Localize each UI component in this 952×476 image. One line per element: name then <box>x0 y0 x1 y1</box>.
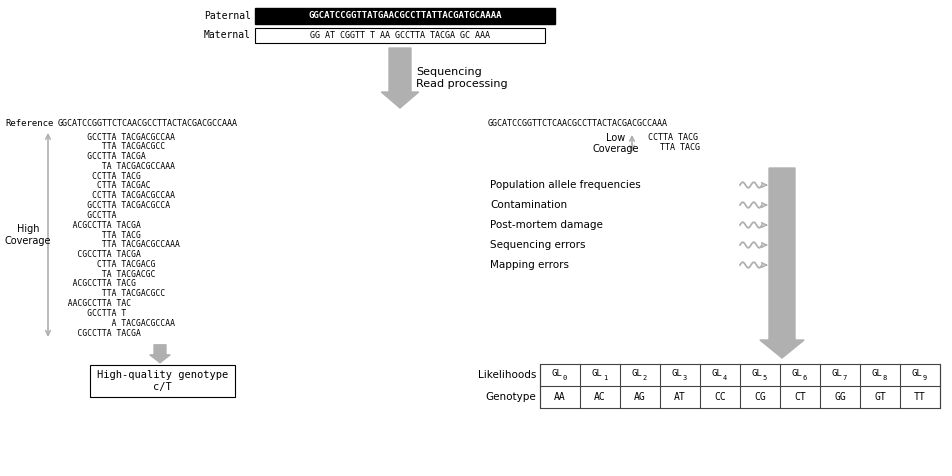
Text: High
Coverage: High Coverage <box>5 224 51 246</box>
Text: CGCCTTA TACGA: CGCCTTA TACGA <box>58 328 141 337</box>
Text: GL: GL <box>792 369 803 378</box>
Text: GCCTTA TACGACGCCAA: GCCTTA TACGACGCCAA <box>58 132 175 141</box>
Bar <box>540 364 940 408</box>
Bar <box>255 28 545 43</box>
Text: AA: AA <box>554 392 565 402</box>
Text: CCTTA TACG: CCTTA TACG <box>58 172 141 181</box>
Text: TTA TACGACGCC: TTA TACGACGCC <box>58 289 166 298</box>
Text: Reference: Reference <box>5 119 53 128</box>
Text: Maternal: Maternal <box>204 30 251 40</box>
Text: 1: 1 <box>603 375 607 381</box>
Text: CC: CC <box>714 392 725 402</box>
Text: GGCATCCGGTTCTCAACGCCTTACTACGACGCCAAA: GGCATCCGGTTCTCAACGCCTTACTACGACGCCAAA <box>58 119 238 128</box>
Text: GL: GL <box>752 369 763 378</box>
Text: 3: 3 <box>683 375 687 381</box>
Text: CT: CT <box>794 392 806 402</box>
Text: A TACGACGCCAA: A TACGACGCCAA <box>58 319 175 327</box>
Text: High-quality genotype
c/T: High-quality genotype c/T <box>97 370 228 392</box>
Text: 0: 0 <box>563 375 567 381</box>
Text: Sequencing
Read processing: Sequencing Read processing <box>416 67 507 89</box>
Text: TTA TACG: TTA TACG <box>660 143 700 152</box>
Text: Population allele frequencies: Population allele frequencies <box>490 180 641 190</box>
Text: GG: GG <box>834 392 846 402</box>
Text: GCCTTA TACGACGCCA: GCCTTA TACGACGCCA <box>58 201 170 210</box>
Text: CGCCTTA TACGA: CGCCTTA TACGA <box>58 250 141 259</box>
Text: CTTA TACGACG: CTTA TACGACG <box>58 260 155 269</box>
Text: AG: AG <box>634 392 645 402</box>
Text: 2: 2 <box>643 375 647 381</box>
Text: AC: AC <box>594 392 605 402</box>
Text: ACGCCTTA TACG: ACGCCTTA TACG <box>58 279 136 288</box>
Text: CTTA TACGAC: CTTA TACGAC <box>58 181 150 190</box>
Text: TA TACGACGCCAAA: TA TACGACGCCAAA <box>58 162 175 171</box>
Text: TA TACGACGC: TA TACGACGC <box>58 270 155 279</box>
Text: CG: CG <box>754 392 765 402</box>
Text: 6: 6 <box>803 375 807 381</box>
Text: Mapping errors: Mapping errors <box>490 260 569 270</box>
Polygon shape <box>149 345 170 363</box>
Text: GL: GL <box>832 369 843 378</box>
Text: Likelihoods: Likelihoods <box>478 370 536 380</box>
Text: GGCATCCGGTTATGAACGCCTTATTACGATGCAAAA: GGCATCCGGTTATGAACGCCTTATTACGATGCAAAA <box>308 11 502 20</box>
Text: AACGCCTTA TAC: AACGCCTTA TAC <box>58 299 131 308</box>
Text: GL: GL <box>912 369 922 378</box>
Text: GCCTTA TACGA: GCCTTA TACGA <box>58 152 146 161</box>
Text: GG AT CGGTT T AA GCCTTA TACGA GC AAA: GG AT CGGTT T AA GCCTTA TACGA GC AAA <box>310 31 490 40</box>
Text: ACGCCTTA TACGA: ACGCCTTA TACGA <box>58 221 141 230</box>
Bar <box>90 365 235 397</box>
Text: Contamination: Contamination <box>490 200 567 210</box>
Text: GGCATCCGGTTCTCAACGCCTTACTACGACGCCAAA: GGCATCCGGTTCTCAACGCCTTACTACGACGCCAAA <box>488 119 668 128</box>
Text: 9: 9 <box>922 375 927 381</box>
Text: GL: GL <box>551 369 563 378</box>
Text: Genotype: Genotype <box>486 392 536 402</box>
Text: GL: GL <box>712 369 723 378</box>
Text: Post-mortem damage: Post-mortem damage <box>490 220 603 230</box>
Text: GL: GL <box>591 369 603 378</box>
Polygon shape <box>760 168 804 358</box>
Text: Sequencing errors: Sequencing errors <box>490 240 585 250</box>
Text: Paternal: Paternal <box>204 11 251 21</box>
Text: TTA TACG: TTA TACG <box>58 230 141 239</box>
Text: 5: 5 <box>763 375 767 381</box>
Text: 7: 7 <box>843 375 847 381</box>
Text: GCCTTA T: GCCTTA T <box>58 309 127 318</box>
Text: GT: GT <box>874 392 886 402</box>
Polygon shape <box>382 48 419 108</box>
Text: CCTTA TACG: CCTTA TACG <box>648 132 698 141</box>
Text: GCCTTA: GCCTTA <box>58 211 116 220</box>
Text: 4: 4 <box>723 375 727 381</box>
Bar <box>255 8 555 24</box>
Text: Low
Coverage: Low Coverage <box>593 133 639 154</box>
Text: GL: GL <box>631 369 643 378</box>
Text: TT: TT <box>914 392 926 402</box>
Text: GL: GL <box>671 369 683 378</box>
Text: TTA TACGACGCC: TTA TACGACGCC <box>58 142 166 151</box>
Text: CCTTA TACGACGCCAA: CCTTA TACGACGCCAA <box>58 191 175 200</box>
Text: 8: 8 <box>883 375 887 381</box>
Text: GL: GL <box>872 369 883 378</box>
Text: AT: AT <box>674 392 685 402</box>
Text: TTA TACGACGCCAAA: TTA TACGACGCCAAA <box>58 240 180 249</box>
